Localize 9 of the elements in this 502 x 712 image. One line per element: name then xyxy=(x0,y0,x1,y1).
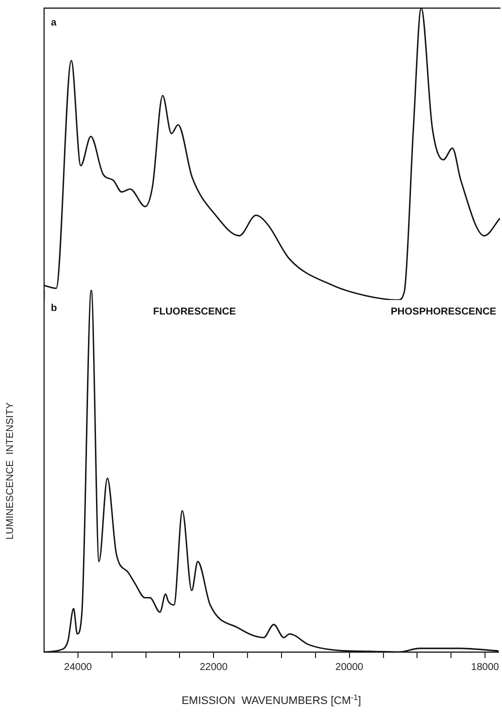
annotation: a xyxy=(50,17,57,28)
annotation: PHOSPHORESCENCE xyxy=(390,306,497,318)
annotation: b xyxy=(50,302,57,314)
x-tick-label: 18000 xyxy=(471,662,500,673)
y-axis-title: LUMINESCENCE INTENSITY xyxy=(4,402,16,540)
x-tick-label: 22000 xyxy=(200,662,228,673)
annotation: FLUORESCENCE xyxy=(153,306,236,318)
x-tick-label: 20000 xyxy=(335,662,364,673)
x-tick-label: 24000 xyxy=(64,662,92,673)
